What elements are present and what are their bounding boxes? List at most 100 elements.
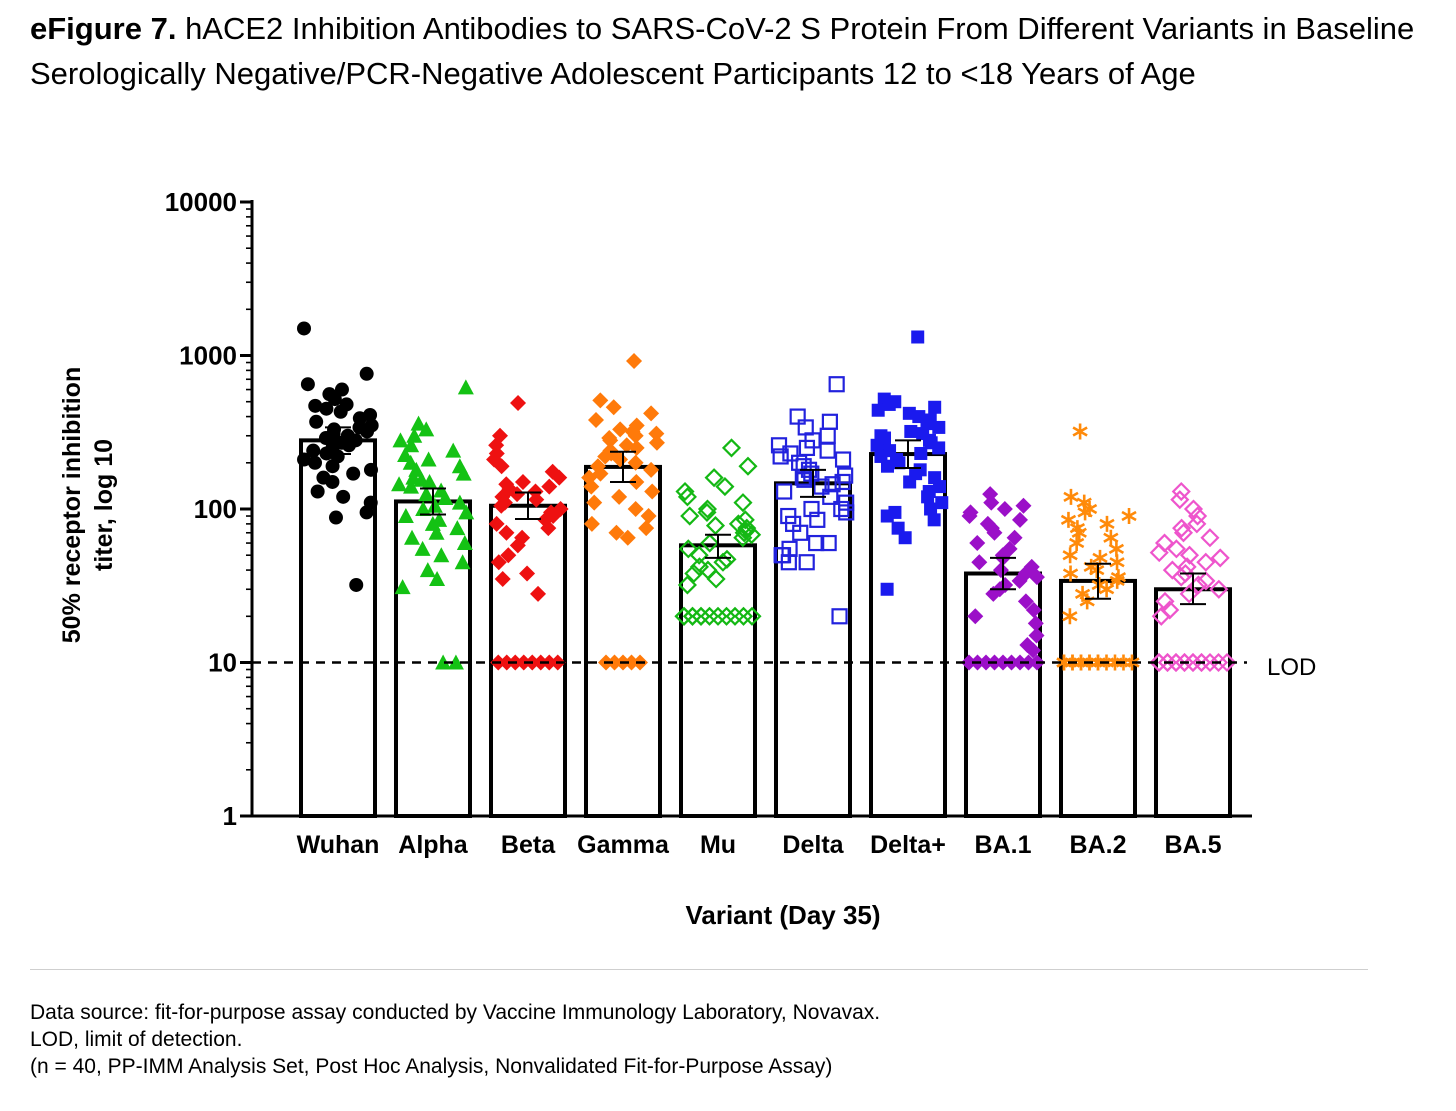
data-point — [971, 554, 988, 571]
data-point — [592, 392, 609, 409]
data-point — [1155, 591, 1175, 611]
data-point — [820, 534, 837, 552]
data-point — [700, 533, 720, 553]
data-point — [410, 415, 427, 431]
data-point — [606, 654, 623, 671]
data-point — [1208, 652, 1229, 673]
points-layer — [297, 321, 1237, 673]
data-point — [880, 459, 894, 473]
data-point — [932, 441, 946, 455]
data-point — [1028, 569, 1045, 586]
data-point — [455, 465, 472, 481]
data-point — [541, 654, 558, 671]
data-point — [675, 481, 695, 502]
data-point — [510, 395, 527, 412]
data-point — [921, 490, 935, 504]
data-point — [738, 456, 758, 476]
data-point — [1166, 539, 1186, 559]
data-point — [628, 473, 645, 490]
data-point — [419, 562, 436, 578]
data-point — [528, 491, 545, 508]
data-point — [644, 483, 661, 500]
data-point — [363, 462, 378, 477]
data-point — [1090, 654, 1106, 671]
data-point — [627, 427, 644, 444]
data-point — [1217, 652, 1237, 673]
data-point — [983, 494, 1000, 511]
data-point — [911, 330, 925, 344]
data-point — [1151, 606, 1171, 626]
data-point — [319, 401, 334, 416]
data-point — [1179, 584, 1199, 604]
data-point — [1183, 499, 1204, 519]
data-point — [824, 476, 841, 493]
data-point — [677, 575, 697, 595]
data-point — [457, 379, 474, 395]
data-point — [397, 508, 414, 524]
data-point — [821, 413, 838, 430]
data-point — [808, 534, 825, 552]
data-point — [297, 452, 312, 467]
data-point — [429, 570, 446, 586]
data-point — [325, 474, 340, 489]
data-point — [1109, 572, 1125, 589]
data-point — [782, 445, 799, 462]
data-point — [333, 404, 348, 419]
data-point — [612, 451, 629, 468]
data-point — [1062, 547, 1078, 564]
data-point — [737, 518, 757, 538]
y-tick-label: 10000 — [165, 187, 237, 217]
data-point — [498, 654, 515, 671]
figure-title-text: hACE2 Inhibition Antibodies to SARS-CoV-… — [30, 11, 1415, 91]
x-tick-label: Delta — [782, 831, 844, 859]
y-tick-label: 100 — [194, 494, 237, 524]
y-tick-label: 10 — [208, 648, 237, 678]
data-point — [308, 455, 323, 470]
data-point — [403, 437, 420, 453]
bar-ba-5 — [1154, 587, 1232, 819]
data-point — [1149, 652, 1169, 673]
data-point — [1098, 581, 1115, 598]
data-point — [360, 424, 375, 439]
data-point — [406, 427, 423, 443]
data-point — [1166, 652, 1186, 673]
data-point — [708, 606, 728, 626]
data-point — [1011, 572, 1028, 589]
data-point — [935, 496, 949, 510]
data-point — [1209, 579, 1229, 599]
data-point — [638, 520, 655, 537]
data-point — [1063, 488, 1079, 505]
data-point — [619, 529, 636, 546]
x-tick-label: Alpha — [398, 831, 469, 859]
data-point — [403, 478, 420, 494]
data-point — [509, 537, 526, 554]
data-point — [774, 547, 792, 564]
data-point — [498, 524, 515, 541]
x-tick-label: BA.1 — [975, 831, 1032, 859]
data-point — [519, 565, 536, 582]
data-point — [819, 442, 836, 459]
data-point — [1179, 545, 1200, 565]
data-point — [716, 606, 737, 626]
data-point — [626, 353, 643, 370]
data-point — [1072, 423, 1088, 440]
axes-layer: 1 10 100 1000 10000 Wuhan Alpha Beta Gamma Mu Delt… — [165, 187, 1252, 859]
data-point — [733, 493, 753, 513]
data-point — [458, 504, 475, 520]
data-point — [551, 469, 568, 486]
data-point — [996, 501, 1013, 517]
data-point — [421, 473, 438, 489]
data-point — [1015, 497, 1032, 514]
data-point — [1160, 600, 1180, 620]
data-point — [992, 562, 1009, 579]
data-point — [1173, 523, 1194, 543]
data-point — [986, 524, 1003, 541]
data-point — [1121, 508, 1137, 525]
data-point — [327, 392, 342, 407]
data-point — [689, 545, 709, 565]
data-point — [1191, 652, 1212, 673]
data-point — [1077, 504, 1093, 521]
data-point — [772, 448, 789, 465]
data-point — [359, 505, 374, 520]
data-point — [1188, 506, 1208, 526]
